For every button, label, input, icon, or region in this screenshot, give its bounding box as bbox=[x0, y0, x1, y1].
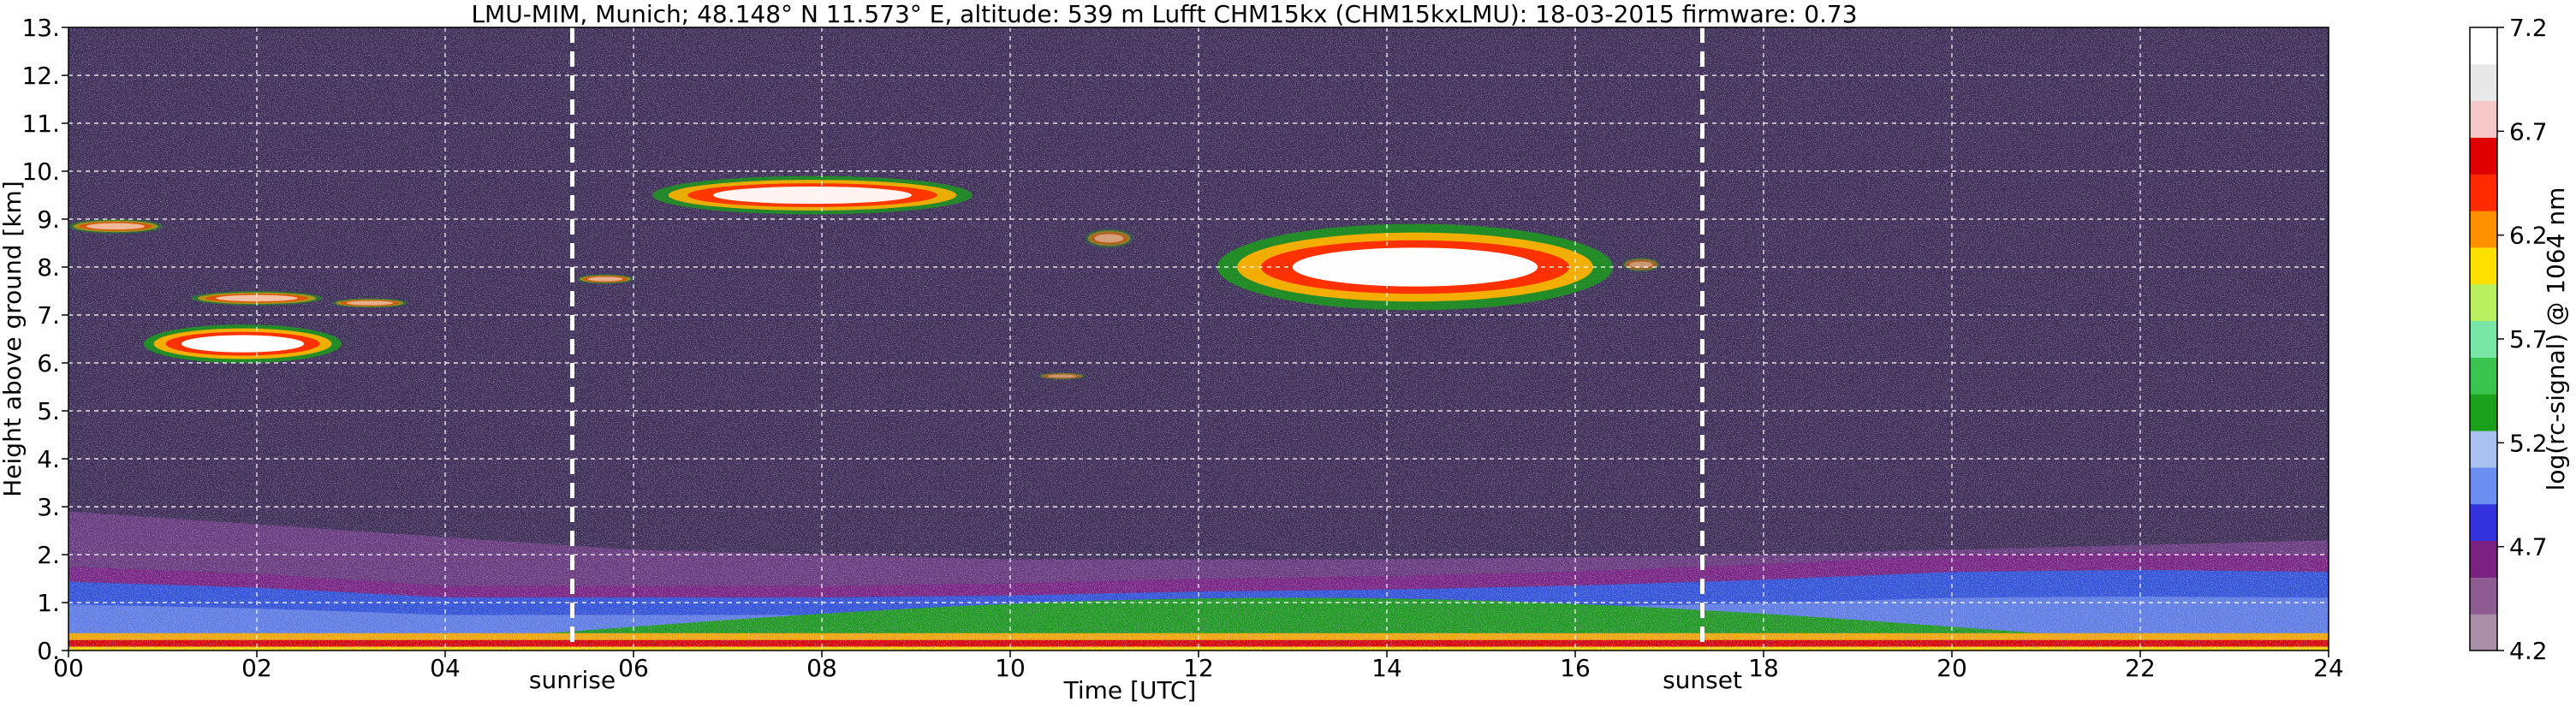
grid-lines bbox=[68, 27, 2329, 651]
colorbar-tick-label: 4.2 bbox=[2509, 637, 2548, 665]
colorbar-band bbox=[2470, 577, 2497, 615]
x-tick-label: 02 bbox=[241, 654, 272, 682]
colorbar-band bbox=[2470, 174, 2497, 211]
colorbar-band bbox=[2470, 137, 2497, 175]
cloud bbox=[332, 298, 408, 308]
y-tick-label: 10. bbox=[21, 157, 60, 186]
cloud bbox=[144, 324, 342, 363]
colorbar-band bbox=[2470, 283, 2497, 322]
colorbar-band bbox=[2470, 63, 2497, 102]
colorbar-band bbox=[2470, 320, 2497, 358]
colorbar-band bbox=[2470, 100, 2497, 138]
x-tick-label: 14 bbox=[1371, 654, 1402, 682]
cloud-mid bbox=[1624, 258, 1658, 270]
x-tick-label: 18 bbox=[1748, 654, 1779, 682]
cloud bbox=[68, 219, 163, 234]
y-tick-label: 5. bbox=[37, 397, 60, 425]
colorbar-band bbox=[2470, 27, 2497, 65]
sun-marker-label: sunrise bbox=[529, 666, 616, 694]
cloud-edge bbox=[1086, 229, 1133, 248]
x-tick-label: 08 bbox=[806, 654, 837, 682]
colorbar-band bbox=[2470, 540, 2497, 578]
cloud-core-white bbox=[1094, 234, 1124, 243]
x-tick-label: 16 bbox=[1560, 654, 1591, 682]
y-tick-label: 1. bbox=[37, 589, 60, 617]
y-tick-label: 7. bbox=[37, 301, 60, 330]
y-tick-label: 4. bbox=[37, 445, 60, 473]
colorbar-band bbox=[2470, 357, 2497, 395]
cloud bbox=[191, 291, 323, 306]
colorbar-label: log(rc-signal) @ 1064 nm bbox=[2542, 187, 2570, 491]
cloud-core-white bbox=[346, 300, 394, 306]
cloud bbox=[1038, 372, 1086, 380]
cloud bbox=[1086, 229, 1133, 248]
colorbar-band bbox=[2470, 614, 2497, 651]
cloud-core-white bbox=[713, 186, 912, 205]
cloud bbox=[652, 175, 973, 215]
cloud-core-red bbox=[1044, 373, 1080, 379]
y-tick-label: 11. bbox=[21, 110, 60, 138]
y-tick-label: 12. bbox=[21, 62, 60, 90]
cloud-core-white bbox=[86, 223, 146, 230]
colorbar-bands bbox=[2470, 27, 2497, 651]
cloud-mid bbox=[1040, 373, 1084, 379]
sun-marker-labels: sunrise sunset bbox=[529, 666, 1742, 694]
colorbar-tick-label: 6.2 bbox=[2509, 222, 2548, 250]
colorbar-tick-label: 4.7 bbox=[2509, 533, 2548, 561]
colorbar-tick-label: 7.2 bbox=[2509, 14, 2548, 42]
cloud bbox=[1622, 257, 1660, 272]
x-tick-label: 24 bbox=[2313, 654, 2344, 682]
cloud-core-white bbox=[1629, 261, 1653, 268]
colorbar-band bbox=[2470, 247, 2497, 285]
colorbar-band bbox=[2470, 394, 2497, 431]
y-tick-label: 2. bbox=[37, 541, 60, 569]
y-tick-label: 8. bbox=[37, 253, 60, 282]
colorbar-band bbox=[2470, 466, 2497, 505]
y-tick-label: 13. bbox=[21, 14, 60, 42]
colorbar-tick-label: 5.2 bbox=[2509, 429, 2548, 457]
x-tick-label: 20 bbox=[1936, 654, 1967, 682]
cloud-core-white bbox=[181, 335, 305, 353]
y-tick-label: 6. bbox=[37, 349, 60, 377]
x-tick-label: 04 bbox=[430, 654, 461, 682]
colorbar-band bbox=[2470, 503, 2497, 542]
x-tick-label: 00 bbox=[53, 654, 84, 682]
colorbar-tick-label: 6.7 bbox=[2509, 117, 2548, 146]
colorbar-tick-label: 5.7 bbox=[2509, 325, 2548, 354]
chart-title: LMU-MIM, Munich; 48.148° N 11.573° E, al… bbox=[471, 0, 1857, 28]
cloud-core-white bbox=[1047, 374, 1077, 378]
x-tick-label: 12 bbox=[1183, 654, 1214, 682]
sun-markers bbox=[570, 27, 1704, 651]
y-axis-ticks: 0. 1. 2. 3. 4. 5. 6. 7. 8. 9. 10. 11. 12. 13. bbox=[21, 14, 68, 665]
x-tick-label: 10 bbox=[995, 654, 1026, 682]
x-axis-ticks: 00 02 04 06 08 10 12 14 16 18 20 22 24 bbox=[53, 651, 2344, 682]
x-tick-label: 22 bbox=[2125, 654, 2156, 682]
y-tick-label: 9. bbox=[37, 205, 60, 234]
colorbar-band bbox=[2470, 431, 2497, 468]
colorbar: 4.2 4.7 5.2 5.7 6.2 6.7 7.2 log(rc-signal) @ 1… bbox=[2469, 14, 2570, 665]
x-axis-label: Time [UTC] bbox=[1063, 676, 1197, 704]
cloud-core-red bbox=[1626, 259, 1657, 270]
cloud bbox=[577, 274, 634, 284]
colorbar-ticks: 4.2 4.7 5.2 5.7 6.2 6.7 7.2 bbox=[2497, 14, 2548, 665]
cloud-mid bbox=[1087, 230, 1131, 247]
plot-area bbox=[68, 27, 2329, 651]
y-axis-label: Height above ground [km] bbox=[0, 181, 27, 497]
cloud-edge bbox=[1622, 257, 1660, 272]
cloud-core-white bbox=[587, 276, 623, 282]
x-tick-label: 06 bbox=[618, 654, 649, 682]
colorbar-band bbox=[2470, 211, 2497, 248]
cloud-edge bbox=[1038, 372, 1086, 380]
cloud-core-white bbox=[216, 294, 298, 302]
sun-marker-label: sunset bbox=[1663, 666, 1742, 694]
y-tick-label: 0. bbox=[37, 637, 60, 665]
cloud-core-red bbox=[1091, 232, 1127, 245]
y-tick-label: 3. bbox=[37, 493, 60, 521]
